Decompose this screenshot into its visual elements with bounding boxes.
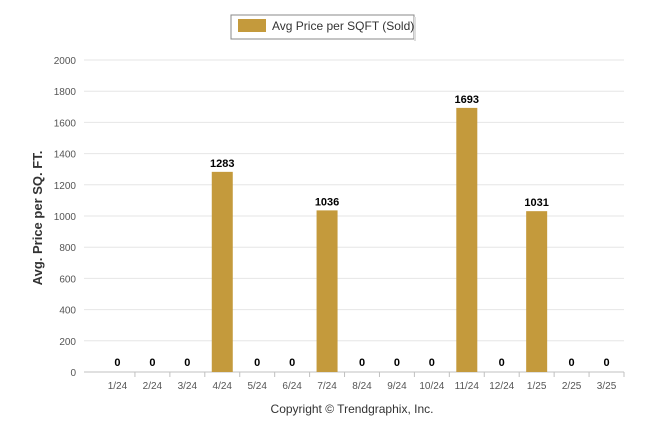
x-tick-label: 8/24 (352, 381, 372, 392)
x-tick-label: 3/24 (178, 381, 198, 392)
y-tick-label: 1200 (54, 181, 77, 192)
data-label: 0 (149, 357, 155, 369)
y-axis-title: Avg. Price per SQ. FT. (30, 151, 45, 286)
y-tick-label: 2000 (54, 56, 77, 67)
bar (526, 211, 548, 372)
x-tick-label: 12/24 (489, 381, 514, 392)
y-tick-label: 1600 (54, 118, 77, 129)
data-label: 0 (394, 357, 400, 369)
bar (456, 107, 478, 372)
y-tick-label: 0 (70, 368, 76, 379)
bars (211, 107, 548, 372)
bar (211, 171, 233, 372)
legend-label: Avg Price per SQFT (Sold) (272, 19, 414, 33)
x-tick-label: 9/24 (387, 381, 407, 392)
x-tick-label: 2/25 (562, 381, 582, 392)
x-tick-label: 7/24 (317, 381, 337, 392)
x-tick-label: 4/24 (213, 381, 233, 392)
x-axis-ticks: 1/24 2/24 3/24 4/24 5/24 6/24 7/24 8/24 9/24 10/2… (108, 372, 625, 392)
legend-box-shadow (414, 17, 416, 41)
x-tick-label: 2/24 (143, 381, 163, 392)
x-tick-label: 11/24 (455, 381, 480, 392)
data-label: 1036 (315, 196, 339, 208)
data-label: 0 (429, 357, 435, 369)
y-tick-label: 1000 (54, 212, 77, 223)
x-tick-label: 1/25 (527, 381, 547, 392)
y-tick-label: 400 (59, 306, 76, 317)
data-label: 0 (499, 357, 505, 369)
data-labels: 0 0 0 1283 0 0 1036 0 0 0 1693 0 1031 0 0 (114, 94, 609, 369)
legend-swatch (238, 19, 266, 32)
chart-legend: Avg Price per SQFT (Sold) (230, 14, 416, 41)
y-tick-label: 600 (59, 274, 76, 285)
y-tick-label: 1400 (54, 150, 77, 161)
x-tick-label: 10/24 (419, 381, 444, 392)
x-tick-label: 5/24 (247, 381, 267, 392)
x-tick-label: 6/24 (282, 381, 302, 392)
y-tick-label: 200 (59, 337, 76, 348)
bar (316, 210, 338, 372)
data-label: 1283 (210, 158, 234, 170)
data-label: 0 (289, 357, 295, 369)
x-tick-label: 3/25 (597, 381, 617, 392)
y-tick-label: 800 (59, 243, 76, 254)
data-label: 0 (114, 357, 120, 369)
x-tick-label: 1/24 (108, 381, 128, 392)
data-label: 1031 (524, 197, 548, 209)
data-label: 0 (359, 357, 365, 369)
data-label: 1693 (455, 94, 479, 106)
data-label: 0 (569, 357, 575, 369)
y-axis-ticks: 0 200 400 600 800 1000 1200 1400 1600 1800 2000 (54, 56, 77, 379)
data-label: 0 (184, 357, 190, 369)
copyright-footer: Copyright © Trendgraphix, Inc. (271, 402, 434, 416)
y-tick-label: 1800 (54, 87, 77, 98)
data-label: 0 (603, 357, 609, 369)
data-label: 0 (254, 357, 260, 369)
